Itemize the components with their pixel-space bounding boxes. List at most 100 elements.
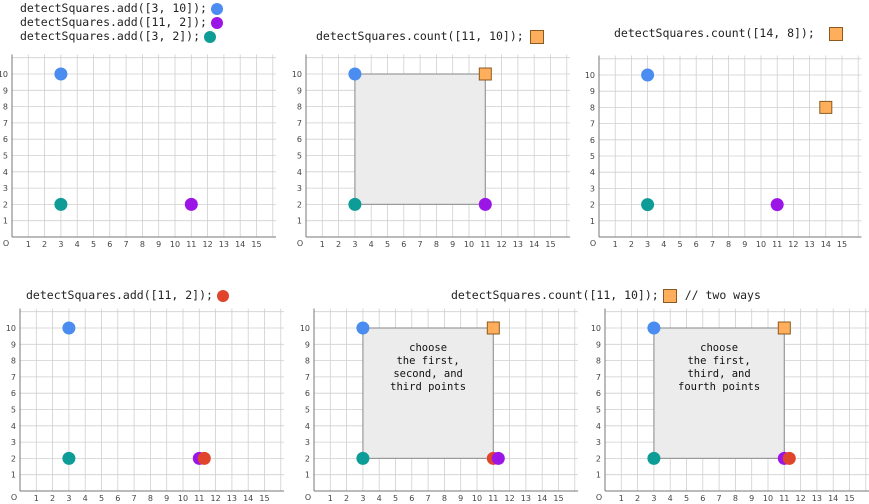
caption-add-1: detectSquares.add([3, 10]);: [20, 1, 223, 15]
x-tick-label: 5: [99, 494, 104, 503]
teal-point: [62, 451, 76, 465]
y-tick-label: 8: [11, 357, 16, 366]
y-tick-label: 3: [596, 438, 601, 447]
x-tick-label: 1: [26, 240, 31, 249]
x-tick-label: 11: [194, 494, 204, 503]
graph-panel-6: O 1 2 3 4 5 6 7 8 9 10 11 12 13 14 1512345678910chooset…: [591, 308, 869, 503]
y-tick-label: 9: [3, 86, 8, 95]
origin-label: O: [11, 493, 17, 502]
x-tick-label: 15: [545, 240, 555, 249]
purple-point: [491, 451, 505, 465]
x-tick-label: 1: [34, 494, 39, 503]
x-tick-label: 9: [749, 494, 754, 503]
y-tick-label: 3: [305, 438, 310, 447]
y-tick-label: 5: [596, 406, 601, 415]
x-tick-label: 3: [651, 494, 656, 503]
y-tick-label: 8: [3, 103, 8, 112]
teal-point: [54, 197, 68, 211]
x-tick-label: 11: [480, 240, 490, 249]
y-tick-label: 4: [3, 168, 8, 177]
y-tick-label: 7: [3, 119, 8, 128]
x-tick-label: 2: [629, 240, 634, 249]
y-tick-label: 7: [11, 373, 16, 382]
y-tick-label: 1: [297, 217, 302, 226]
x-tick-label: 4: [369, 240, 374, 249]
x-tick-label: 14: [235, 240, 245, 249]
x-tick-label: 7: [132, 494, 137, 503]
x-tick-label: 14: [529, 240, 539, 249]
x-tick-label: 10: [472, 494, 482, 503]
x-tick-label: 5: [91, 240, 96, 249]
x-tick-label: 9: [458, 494, 463, 503]
x-tick-label: 12: [203, 240, 213, 249]
x-tick-label: 7: [426, 494, 431, 503]
x-tick-label: 6: [401, 240, 406, 249]
y-tick-label: 9: [590, 87, 595, 96]
x-tick-label: 1: [619, 494, 624, 503]
y-tick-label: 3: [590, 184, 595, 193]
x-tick-label: 10: [170, 240, 180, 249]
x-tick-label: 10: [178, 494, 188, 503]
teal-point: [647, 451, 661, 465]
y-tick-label: 1: [11, 471, 16, 480]
y-tick-label: 9: [11, 340, 16, 349]
y-tick-label: 2: [305, 454, 310, 463]
origin-label: O: [305, 493, 311, 502]
x-tick-label: 11: [772, 240, 782, 249]
x-tick-label: 5: [385, 240, 390, 249]
y-tick-label: 5: [11, 406, 16, 415]
y-tick-label: 6: [590, 136, 595, 145]
origin-label: O: [297, 239, 303, 248]
x-tick-label: 2: [635, 494, 640, 503]
x-tick-label: 3: [66, 494, 71, 503]
caption-text: detectSquares.count([14, 8]);: [614, 26, 815, 40]
blue-point: [348, 67, 362, 81]
blue-point: [62, 321, 76, 335]
y-tick-label: 2: [590, 201, 595, 210]
detected-square: [362, 327, 494, 459]
detected-square: [653, 327, 785, 459]
x-tick-label: 3: [645, 240, 650, 249]
blue-point: [641, 68, 655, 82]
y-tick-label: 2: [11, 454, 16, 463]
y-tick-label: 1: [590, 217, 595, 226]
teal-point: [348, 197, 362, 211]
y-tick-label: 10: [6, 324, 16, 333]
square-note-line: the first,: [687, 355, 750, 367]
red-point: [782, 451, 796, 465]
graph-panel-5: O 1 2 3 4 5 6 7 8 9 10 11 12 13 14 1512345678910chooset…: [300, 308, 579, 503]
x-tick-label: 12: [497, 240, 507, 249]
y-tick-label: 10: [300, 324, 310, 333]
x-tick-label: 6: [115, 494, 120, 503]
y-tick-label: 5: [305, 406, 310, 415]
query-square-icon: [529, 29, 544, 44]
purple-point: [770, 198, 784, 212]
x-tick-label: 5: [393, 494, 398, 503]
origin-label: O: [590, 239, 596, 248]
x-tick-label: 1: [613, 240, 618, 249]
square-note-line: third points: [390, 381, 466, 393]
blue-point: [647, 321, 661, 335]
y-tick-label: 8: [596, 357, 601, 366]
x-tick-label: 4: [668, 494, 673, 503]
query-point-square: [777, 321, 791, 335]
grid: [12, 54, 277, 237]
caption-add-3: detectSquares.add([3, 2]);: [20, 29, 217, 43]
grid: [20, 308, 285, 491]
x-tick-label: 5: [684, 494, 689, 503]
x-tick-label: 13: [513, 240, 523, 249]
x-tick-label: 8: [733, 494, 738, 503]
x-tick-label: 11: [186, 240, 196, 249]
teal-point: [356, 451, 370, 465]
x-tick-label: 3: [58, 240, 63, 249]
y-tick-label: 2: [596, 454, 601, 463]
caption-text: detectSquares.count([11, 10]);: [451, 288, 659, 302]
y-tick-label: 4: [11, 422, 16, 431]
y-tick-label: 2: [3, 200, 8, 209]
x-tick-label: 12: [796, 494, 806, 503]
y-tick-label: 6: [11, 389, 16, 398]
square-note-line: third, and: [687, 368, 750, 380]
y-tick-label: 3: [3, 184, 8, 193]
x-tick-label: 14: [821, 240, 831, 249]
